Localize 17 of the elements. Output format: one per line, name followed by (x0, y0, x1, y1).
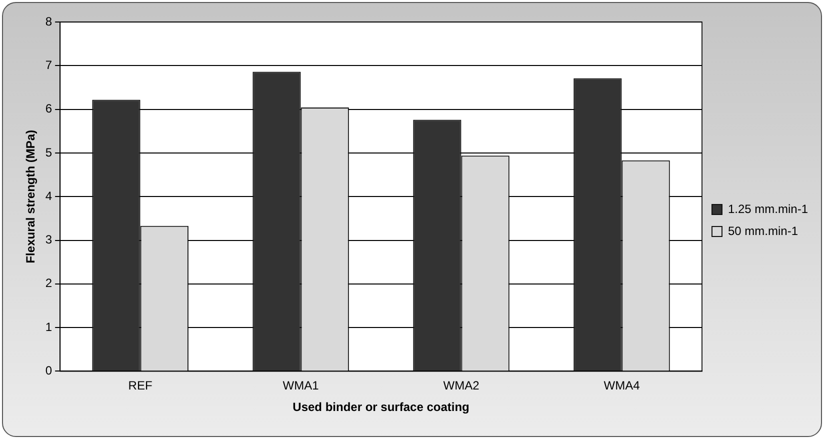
y-tick-label: 6 (45, 102, 52, 116)
y-tick-label: 0 (45, 364, 52, 378)
y-tick-label: 3 (45, 232, 52, 247)
legend-label: 1.25 mm.min-1 (728, 202, 808, 216)
y-axis-title: Flexural strength (MPa) (24, 130, 38, 264)
x-tick-label: WMA2 (443, 378, 480, 393)
y-tick-label: 2 (45, 276, 52, 290)
legend-label: 50 mm.min-1 (728, 224, 798, 238)
y-tick-label: 7 (45, 58, 52, 72)
x-axis-title: Used binder or surface coating (292, 400, 470, 414)
x-tick-label: REF (128, 378, 152, 393)
y-tick-label: 1 (45, 320, 52, 334)
x-tick-label: WMA4 (604, 378, 640, 393)
y-tick-label: 8 (45, 14, 52, 28)
x-tick-label: WMA1 (282, 378, 320, 393)
y-tick-label: 5 (45, 145, 52, 160)
y-tick-label: 4 (45, 188, 52, 203)
